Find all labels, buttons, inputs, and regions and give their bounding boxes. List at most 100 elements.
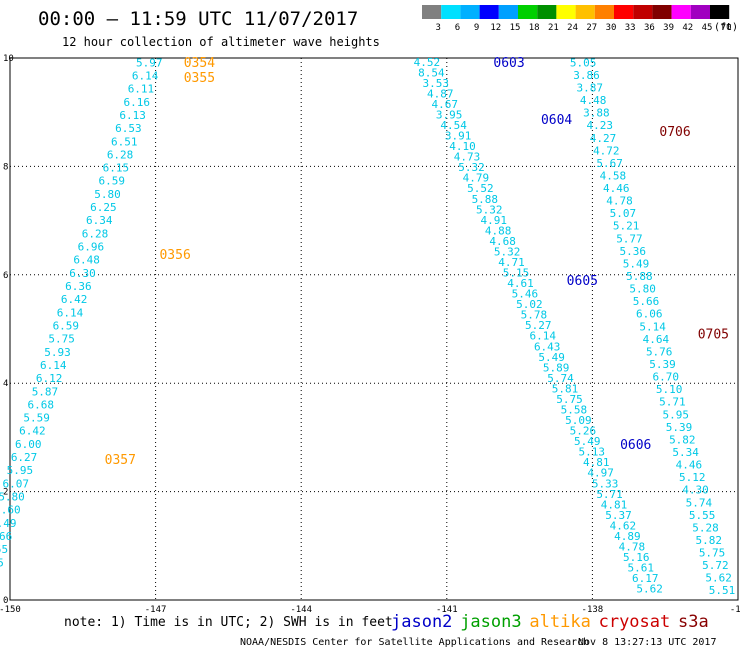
swh-value: 5.95 bbox=[662, 408, 689, 421]
swh-value: 6.53 bbox=[115, 122, 142, 135]
time-label: 0354 bbox=[184, 56, 215, 71]
swh-value: 5.13 bbox=[578, 446, 605, 459]
x-tick-label: -138 bbox=[582, 605, 604, 615]
swh-value: 5.49 bbox=[0, 517, 16, 530]
swh-value: 4.48 bbox=[580, 94, 607, 107]
swh-value: 4.27 bbox=[590, 132, 617, 145]
x-tick-label: -141 bbox=[436, 605, 458, 615]
swh-value: 6.14 bbox=[40, 359, 67, 372]
colorbar-label: 3 bbox=[435, 23, 440, 33]
swh-value: 5.82 bbox=[696, 534, 723, 547]
swh-value: 5.77 bbox=[616, 232, 643, 245]
swh-value: 6.28 bbox=[82, 227, 109, 240]
colorbar-label: 36 bbox=[644, 23, 655, 33]
swh-value: 5.49 bbox=[574, 435, 601, 448]
colorbar-label: 6 bbox=[455, 23, 460, 33]
swh-value: 5.10 bbox=[656, 383, 683, 396]
swh-value: 5.32 bbox=[476, 203, 503, 216]
swh-value: 5.80 bbox=[0, 491, 25, 504]
colorbar-swatch bbox=[498, 5, 518, 19]
swh-value: 6.14 bbox=[57, 306, 84, 319]
swh-value: 5.95 bbox=[7, 464, 34, 477]
colorbar-swatch bbox=[594, 5, 614, 19]
swh-value: 4.81 bbox=[583, 456, 610, 469]
colorbar-label: 9 bbox=[474, 23, 479, 33]
swh-value: 3.91 bbox=[445, 130, 472, 143]
y-tick-label: 8 bbox=[3, 162, 8, 172]
swh-value: 4.46 bbox=[603, 182, 630, 195]
swh-value: 5.09 bbox=[565, 414, 592, 427]
swh-value: 6.96 bbox=[78, 241, 105, 254]
swh-value: 4.78 bbox=[606, 195, 633, 208]
swh-value: 5.89 bbox=[543, 361, 570, 374]
swh-value: 5.71 bbox=[596, 488, 623, 501]
swh-value: 5.55 bbox=[0, 543, 8, 556]
swh-value: 8.54 bbox=[418, 66, 445, 79]
swh-value: 5.71 bbox=[659, 396, 686, 409]
swh-value: 6.12 bbox=[36, 372, 63, 385]
time-label: 0706 bbox=[659, 125, 690, 140]
colorbar-label: 39 bbox=[663, 23, 674, 33]
chart-title: 00:00 – 11:59 UTC 11/07/2017 bbox=[38, 8, 358, 30]
time-label: 0357 bbox=[105, 453, 136, 468]
colorbar-label: 24 bbox=[567, 23, 578, 33]
colorbar-unit: (ft) bbox=[714, 22, 738, 33]
time-label: 0603 bbox=[493, 56, 524, 71]
swh-value: 4.64 bbox=[643, 333, 670, 346]
x-tick-label: -144 bbox=[290, 605, 312, 615]
y-tick-label: 6 bbox=[3, 271, 8, 281]
swh-value: 5.33 bbox=[592, 477, 619, 490]
footer-timestamp: Nov 8 13:27:13 UTC 2017 bbox=[578, 637, 716, 648]
time-label: 0604 bbox=[541, 113, 572, 128]
axis-ticks: -150 -147 -144 -141 -138 -13 0 2 4 6 8 10 bbox=[0, 54, 740, 615]
swh-value: 5.39 bbox=[666, 421, 693, 434]
swh-value: 5.28 bbox=[692, 521, 719, 534]
swh-value: 5.52 bbox=[467, 182, 494, 195]
swh-value: 5.51 bbox=[709, 584, 736, 597]
swh-value: 6.15 bbox=[103, 162, 130, 175]
swh-value: 4.72 bbox=[593, 144, 620, 157]
swh-value: 6.42 bbox=[19, 425, 46, 438]
time-label: 0356 bbox=[159, 248, 190, 263]
swh-value: 4.81 bbox=[601, 498, 628, 511]
swh-value: 5.82 bbox=[669, 433, 696, 446]
colorbar-swatch bbox=[710, 5, 730, 19]
time-label: 0705 bbox=[698, 327, 729, 342]
swh-value: 6.17 bbox=[632, 572, 659, 585]
colorbar-swatch bbox=[652, 5, 672, 19]
swh-value: 6.59 bbox=[53, 319, 80, 332]
swh-value: 5.37 bbox=[605, 509, 632, 522]
swh-value: 5.81 bbox=[552, 382, 579, 395]
colorbar-label: 21 bbox=[548, 23, 559, 33]
swh-value: 5.62 bbox=[705, 572, 732, 585]
swh-value: 5.60 bbox=[0, 504, 21, 517]
swh-value: 6.51 bbox=[111, 135, 138, 148]
swh-value: 5.16 bbox=[623, 551, 650, 564]
colorbar-label: 15 bbox=[510, 23, 521, 33]
swh-value: 6.06 bbox=[636, 308, 663, 321]
swh-value: 4.73 bbox=[454, 151, 481, 164]
legend-s3a: s3a bbox=[678, 612, 709, 632]
swh-value: 6.16 bbox=[124, 96, 151, 109]
swh-value: 5.35 bbox=[0, 556, 4, 569]
plot-frame bbox=[9, 57, 739, 601]
swh-value: 5.74 bbox=[547, 372, 574, 385]
colorbar-label: 45 bbox=[702, 23, 713, 33]
colorbar-swatch bbox=[614, 5, 634, 19]
footer-credit: NOAA/NESDIS Center for Satellite Applica… bbox=[240, 637, 589, 648]
swh-value: 4.68 bbox=[489, 235, 516, 248]
swh-value: 4.30 bbox=[682, 484, 709, 497]
swh-value: 4.67 bbox=[431, 98, 458, 111]
swh-value: 4.71 bbox=[498, 256, 525, 269]
swh-value: 5.21 bbox=[613, 220, 640, 233]
colorbar-label: 70 bbox=[721, 23, 732, 33]
satellite-legend: jason2 jason3 altika cryosat s3a bbox=[391, 612, 709, 632]
swh-value: 5.46 bbox=[512, 288, 539, 301]
swh-value: 5.02 bbox=[516, 298, 543, 311]
x-tick-label: -13 bbox=[730, 605, 740, 615]
colorbar-swatch bbox=[422, 5, 442, 19]
swh-value: 6.59 bbox=[98, 175, 125, 188]
time-label: 0605 bbox=[567, 274, 598, 289]
x-tick-label: -147 bbox=[145, 605, 167, 615]
swh-value: 6.48 bbox=[73, 254, 100, 267]
